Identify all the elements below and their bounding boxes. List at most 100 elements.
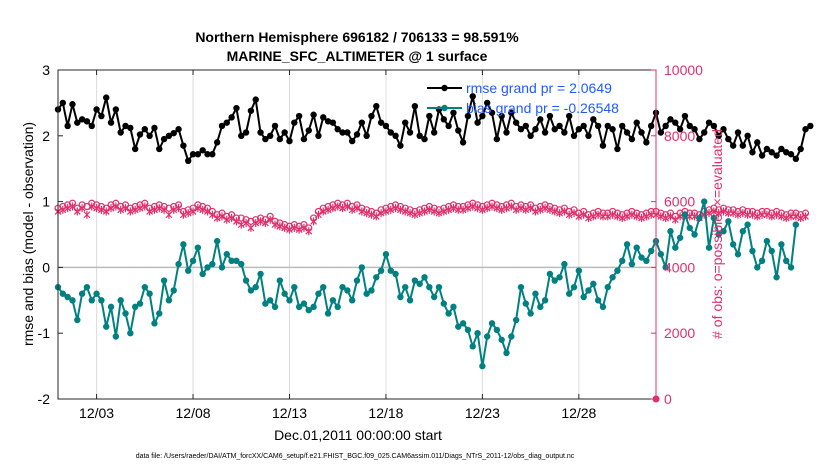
bias-point xyxy=(778,241,785,248)
bias-point xyxy=(276,277,284,284)
bias-point xyxy=(758,257,766,265)
rmse-point xyxy=(498,112,505,120)
bias-point xyxy=(459,320,467,327)
y-right-tick-label: 6000 xyxy=(664,194,695,210)
rmse-point xyxy=(358,119,366,126)
obs-evaluated-point xyxy=(556,209,563,218)
bias-point xyxy=(339,283,346,291)
obs-evaluated-point xyxy=(131,205,139,214)
bias-point xyxy=(368,287,375,294)
bias-point xyxy=(710,214,718,222)
obs-evaluated-point xyxy=(107,204,115,213)
obs-evaluated-point xyxy=(522,205,530,214)
rmse-point xyxy=(440,116,448,123)
obs-evaluated-point xyxy=(710,207,718,216)
bias-point xyxy=(392,270,399,278)
bias-point xyxy=(146,290,153,297)
obs-evaluated-point xyxy=(290,223,298,232)
obs-evaluated-point xyxy=(667,212,674,221)
obs-evaluated-point xyxy=(377,209,385,218)
bias-point xyxy=(643,257,650,265)
bias-point xyxy=(792,221,800,228)
rmse-point xyxy=(353,131,361,138)
rmse-point xyxy=(797,145,804,153)
obs-evaluated-point xyxy=(657,212,665,221)
bias-point xyxy=(353,277,361,284)
obs-count-zero-marker xyxy=(652,395,660,403)
rmse-point xyxy=(88,122,95,130)
obs-evaluated-point xyxy=(628,210,636,219)
obs-evaluated-point xyxy=(406,209,414,218)
obs-evaluated-point xyxy=(734,210,742,219)
obs-evaluated-point xyxy=(589,212,597,221)
rmse-point xyxy=(691,126,698,133)
obs-evaluated-point xyxy=(88,202,96,211)
obs-evaluated-point xyxy=(281,223,289,232)
bias-point xyxy=(488,320,496,327)
bias-point xyxy=(411,277,419,284)
obs-evaluated-point xyxy=(560,207,568,216)
bias-point xyxy=(387,267,394,274)
bias-point xyxy=(228,257,235,265)
obs-evaluated-point xyxy=(532,207,539,216)
bias-point xyxy=(430,293,438,301)
obs-evaluated-point xyxy=(276,222,284,231)
rmse-point xyxy=(141,126,149,133)
rmse-point xyxy=(715,132,722,139)
bias-point xyxy=(450,303,457,311)
bias-point xyxy=(783,257,790,265)
bias-point xyxy=(720,228,727,235)
obs-evaluated-point xyxy=(179,210,187,219)
obs-evaluated-point xyxy=(295,225,303,234)
rmse-point xyxy=(392,132,399,139)
bias-point xyxy=(479,362,486,370)
bias-point xyxy=(484,333,491,340)
obs-evaluated-point xyxy=(498,205,506,214)
legend-entry-bias: bias grand pr = -0.26548 xyxy=(427,100,619,116)
obs-evaluated-point xyxy=(358,207,366,216)
rmse-point xyxy=(209,151,216,158)
bias-point xyxy=(69,297,76,304)
obs-evaluated-point xyxy=(204,207,211,216)
obs-evaluated-point xyxy=(112,202,120,211)
bias-point xyxy=(464,326,472,334)
rmse-point xyxy=(763,145,771,153)
bias-point xyxy=(623,241,631,248)
obs-evaluated-point xyxy=(223,215,231,224)
obs-evaluated-point xyxy=(580,210,588,219)
rmse-point xyxy=(204,151,211,158)
bias-point xyxy=(565,290,573,297)
rmse-point xyxy=(783,149,790,156)
obs-evaluated-point xyxy=(363,209,371,218)
rmse-point xyxy=(705,119,713,126)
obs-evaluated-point xyxy=(507,202,515,211)
bias-point xyxy=(585,287,592,294)
obs-evaluated-point xyxy=(411,210,419,219)
rmse-point xyxy=(185,157,192,165)
rmse-point xyxy=(488,109,496,116)
rmse-point xyxy=(614,145,621,153)
rmse-point xyxy=(599,142,607,149)
bias-point xyxy=(672,244,679,251)
obs-evaluated-point xyxy=(155,204,163,213)
rmse-point xyxy=(397,142,404,149)
bias-point xyxy=(406,297,414,304)
obs-evaluated-point xyxy=(773,210,780,219)
rmse-point xyxy=(681,112,689,120)
rmse-point xyxy=(218,122,226,130)
obs-evaluated-point xyxy=(478,205,486,214)
bias-point xyxy=(156,310,163,317)
rmse-point xyxy=(590,116,597,123)
y-axis-left: -2 -1 0 1 2 3 xyxy=(38,62,63,407)
bias-point xyxy=(522,300,529,307)
rmse-point xyxy=(580,122,587,130)
chart-title-line1: Northern Hemisphere 696182 / 706133 = 98… xyxy=(195,29,519,45)
bias-point xyxy=(426,283,433,291)
bias-point xyxy=(170,287,177,294)
obs-evaluated-point xyxy=(729,209,737,218)
bias-point xyxy=(233,257,240,265)
obs-evaluated-point xyxy=(585,214,592,223)
bias-point xyxy=(107,303,115,311)
rmse-point xyxy=(426,112,433,120)
obs-evaluated-point xyxy=(594,210,602,219)
